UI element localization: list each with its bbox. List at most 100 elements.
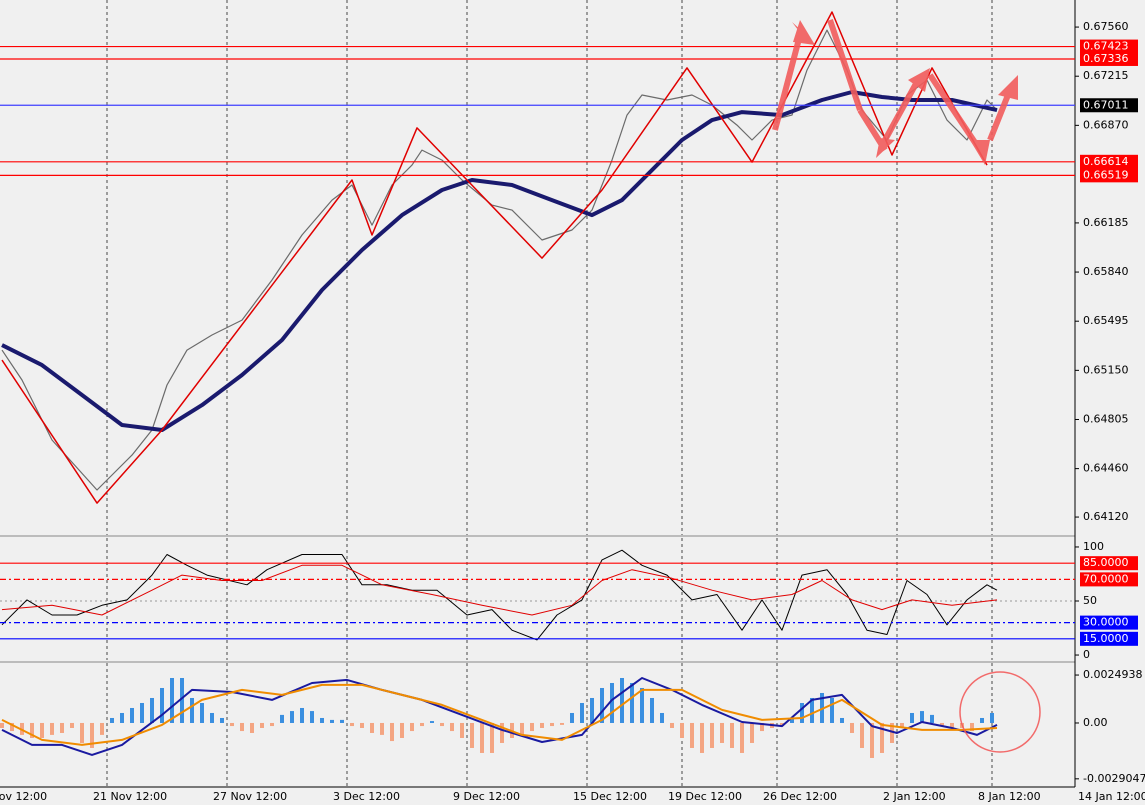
series-line <box>1 683 998 746</box>
histogram-bar <box>490 722 494 753</box>
histogram-bar <box>420 722 424 727</box>
histogram-bar <box>520 722 524 735</box>
histogram-bar <box>930 714 934 723</box>
histogram-bar <box>880 722 884 753</box>
histogram-bar <box>600 687 604 723</box>
histogram-bar <box>860 722 864 748</box>
y-tick-label: 0.67215 <box>1083 69 1129 82</box>
y-tick-label: 0.00 <box>1083 716 1108 729</box>
histogram-bar <box>730 722 734 748</box>
histogram-bar <box>70 722 74 728</box>
x-tick-label: 26 Dec 12:00 <box>763 790 837 803</box>
histogram-bar <box>180 677 184 723</box>
level-box <box>1080 615 1138 630</box>
x-tick-label: 27 Nov 12:00 <box>213 790 287 803</box>
histogram-bar <box>100 722 104 735</box>
series-line <box>1 677 998 756</box>
x-tick-label: 3 Dec 12:00 <box>333 790 400 803</box>
histogram-bar <box>580 702 584 723</box>
histogram-bar <box>290 711 294 723</box>
y-tick-label: 0.64460 <box>1083 462 1129 475</box>
y-tick-label: 0.66185 <box>1083 216 1129 229</box>
histogram-bar <box>940 722 944 727</box>
histogram-bar <box>620 677 624 723</box>
histogram-bar <box>650 697 654 723</box>
histogram-bar <box>910 712 914 723</box>
histogram-bar <box>830 697 834 723</box>
level-label: 0.67011 <box>1083 98 1129 111</box>
y-tick-label: 0.65150 <box>1083 363 1129 376</box>
histogram-bar <box>450 722 454 732</box>
histogram-bar <box>130 707 134 723</box>
level-label: 0.66614 <box>1083 155 1129 168</box>
histogram-bar <box>90 722 94 748</box>
histogram-bar <box>990 712 994 723</box>
level-box <box>1080 98 1138 113</box>
histogram-bar <box>640 687 644 723</box>
histogram-bar <box>870 722 874 758</box>
histogram-bar <box>630 682 634 723</box>
histogram-bar <box>200 702 204 723</box>
level-box <box>1080 51 1138 66</box>
histogram-bar <box>390 722 394 742</box>
y-tick-label: 100 <box>1083 540 1104 553</box>
x-tick-label: 2 Jan 12:00 <box>883 790 946 803</box>
histogram-bar <box>780 722 784 727</box>
histogram-bar <box>900 722 904 728</box>
histogram-bar <box>240 722 244 732</box>
histogram-bar <box>40 722 44 738</box>
histogram-bar <box>720 722 724 743</box>
y-tick-label: 0.0024938 <box>1083 668 1143 681</box>
histogram-bar <box>30 722 34 738</box>
y-tick-label: 0 <box>1083 648 1090 661</box>
histogram-bar <box>350 722 354 727</box>
histogram-bar <box>710 722 714 748</box>
histogram-bar <box>530 722 534 732</box>
histogram-bar <box>700 722 704 753</box>
histogram-bar <box>980 717 984 723</box>
histogram-bar <box>300 707 304 723</box>
histogram-bar <box>270 722 274 727</box>
histogram-bar <box>260 722 264 728</box>
histogram-bar <box>360 722 364 728</box>
y-tick-label: 0.65495 <box>1083 314 1129 327</box>
histogram-bar <box>460 722 464 738</box>
histogram-bar <box>150 697 154 723</box>
histogram-bar <box>610 682 614 723</box>
level-label: 0.67336 <box>1083 52 1129 65</box>
histogram-bar <box>140 702 144 723</box>
histogram-bar <box>840 717 844 723</box>
histogram-bar <box>280 714 284 723</box>
series-line <box>1 11 988 504</box>
histogram-bar <box>670 722 674 728</box>
histogram-bar <box>690 722 694 748</box>
histogram-bar <box>590 697 594 723</box>
histogram-bar <box>810 697 814 723</box>
histogram-bar <box>740 722 744 753</box>
histogram-bar <box>850 722 854 733</box>
level-label: 0.66519 <box>1083 168 1129 181</box>
histogram-bar <box>550 722 554 727</box>
x-tick-label: 9 Dec 12:00 <box>453 790 520 803</box>
level-box <box>1080 168 1138 183</box>
series-line <box>1 564 998 616</box>
level-box <box>1080 572 1138 587</box>
histogram-bar <box>890 722 894 743</box>
histogram-bar <box>210 712 214 723</box>
level-label: 85.0000 <box>1083 556 1129 569</box>
x-tick-label: 14 Jan 12:00 <box>1078 790 1145 803</box>
histogram-bar <box>50 722 54 735</box>
series-line <box>1 549 998 641</box>
y-tick-label: 0.64120 <box>1083 510 1129 523</box>
histogram-bar <box>790 717 794 723</box>
histogram-bar <box>950 722 954 728</box>
histogram-bar <box>570 712 574 723</box>
histogram-bar <box>160 687 164 723</box>
histogram-bar <box>380 722 384 735</box>
histogram-bar <box>680 722 684 738</box>
histogram-bar <box>750 722 754 743</box>
